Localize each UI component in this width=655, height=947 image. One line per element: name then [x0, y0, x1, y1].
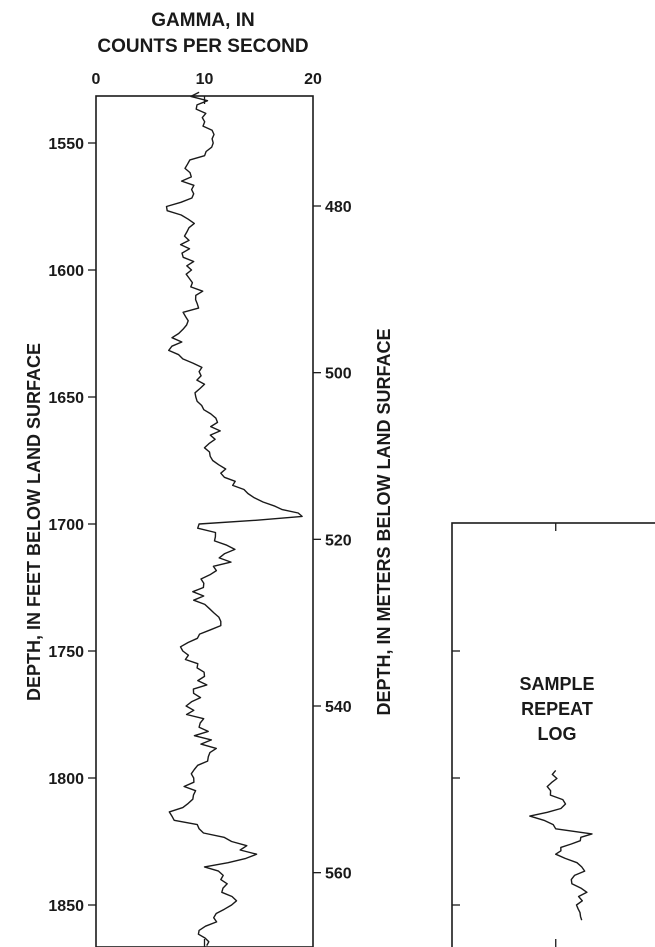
chart-title-line-2: COUNTS PER SECOND	[97, 36, 308, 57]
y-tick-label-ft-0: 1550	[48, 136, 84, 153]
y-tick-label-m-4: 560	[325, 866, 352, 883]
y-tick-label-m-3: 540	[325, 699, 352, 716]
y-tick-label-m-2: 520	[325, 532, 352, 549]
inset-ticks	[452, 523, 557, 947]
y-tick-label-ft-5: 1800	[48, 771, 84, 788]
main-plot-frame	[95, 95, 314, 947]
inset-label-line-3: LOG	[538, 724, 577, 744]
repeat-log-series	[529, 769, 593, 921]
y-tick-label-ft-2: 1650	[48, 390, 84, 407]
y-axis-label-meters: DEPTH, IN METERS BELOW LAND SURFACE	[374, 328, 394, 715]
x-tick-label-2: 20	[304, 71, 322, 88]
x-axis-ticks: 0 10 20	[92, 71, 322, 947]
y-tick-label-ft-3: 1700	[48, 517, 84, 534]
y-tick-label-ft-1: 1600	[48, 263, 84, 280]
y-axis-ticks-meters: 480 500 520 540 560	[313, 199, 352, 883]
y-axis-ticks-feet: 1550 1600 1650 1700 1750 1800 1850	[48, 136, 96, 915]
inset-plot-frame	[451, 522, 655, 947]
x-tick-label-0: 0	[92, 71, 101, 88]
inset-label-line-1: SAMPLE	[519, 674, 594, 694]
y-axis-label-feet: DEPTH, IN FEET BELOW LAND SURFACE	[24, 343, 44, 701]
y-tick-label-m-0: 480	[325, 199, 352, 216]
y-tick-label-m-1: 500	[325, 366, 352, 383]
y-tick-label-ft-6: 1850	[48, 898, 84, 915]
gamma-log-series	[165, 91, 303, 946]
chart-title-line-1: GAMMA, IN	[151, 10, 254, 31]
inset-label-line-2: REPEAT	[521, 699, 593, 719]
x-tick-label-1: 10	[196, 71, 214, 88]
y-tick-label-ft-4: 1750	[48, 644, 84, 661]
